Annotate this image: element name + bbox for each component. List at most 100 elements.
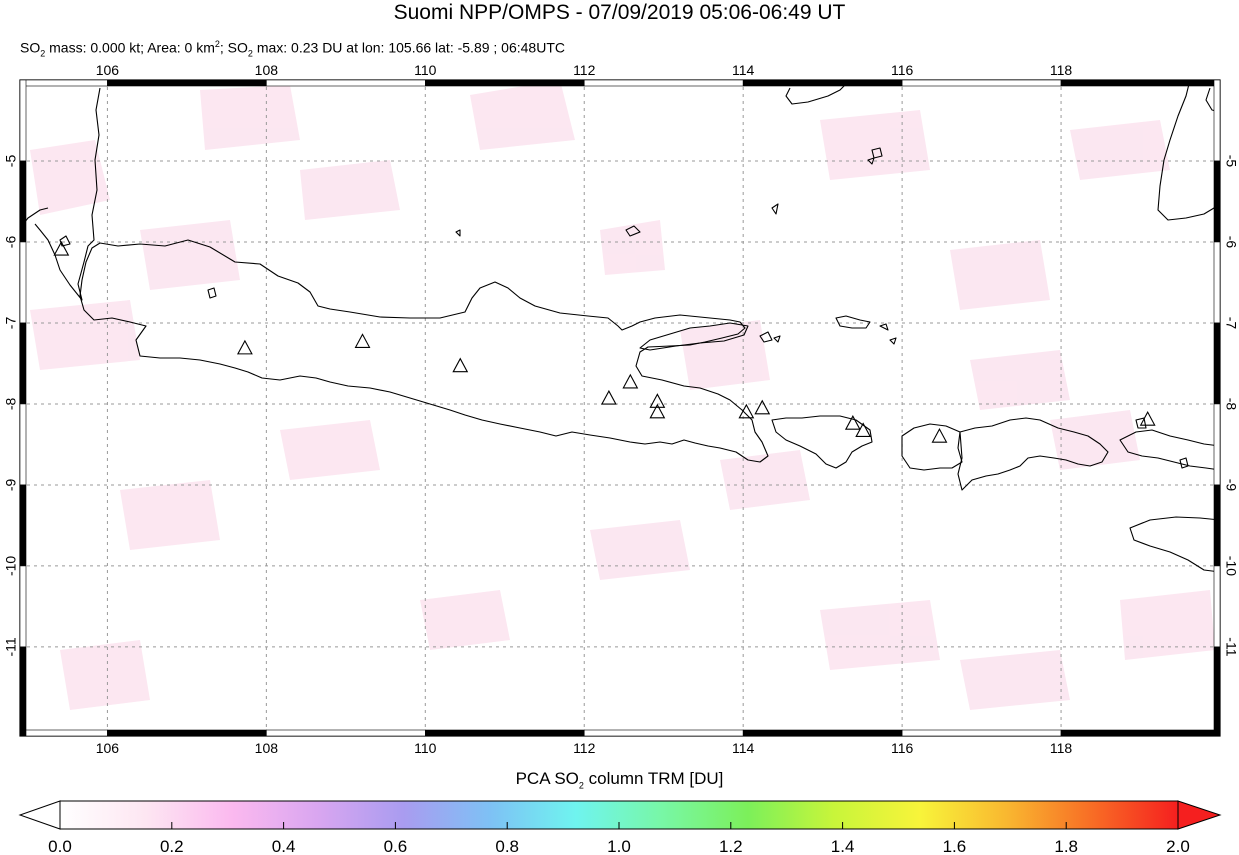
volcano-icon: [600, 389, 617, 405]
volcano-icon: [754, 399, 771, 415]
coast-karimunjawa: [625, 225, 641, 237]
lat-tick-label: -7: [3, 317, 19, 330]
colorbar-tick-label: 1.2: [719, 837, 743, 855]
volcano-icon: [236, 339, 253, 355]
frame-segment: [19, 79, 27, 162]
colorbar-low-arrow: [18, 800, 61, 830]
frame-segment: [107, 729, 267, 737]
frame-segment: [19, 241, 27, 324]
coast-sumba: [1129, 516, 1220, 573]
frame-segment: [583, 729, 744, 737]
frame-segment: [19, 729, 108, 737]
volcano-icon: [354, 333, 371, 348]
lat-tick-label: -11: [1223, 637, 1239, 656]
frame-segment: [19, 79, 108, 87]
frame-segment: [424, 79, 585, 87]
volcano-icon: [452, 357, 469, 373]
lon-tick-label: 118: [1050, 740, 1073, 756]
frame-segment: [19, 403, 27, 486]
lat-tick-label: -7: [1223, 317, 1239, 330]
lon-tick-label: 112: [573, 62, 596, 78]
colorbar-tick-label: 0.8: [495, 837, 519, 855]
colorbar-title: PCA SO2 column TRM [DU]: [515, 769, 724, 791]
lat-tick-label: -5: [1223, 155, 1239, 168]
volcano-icon: [855, 422, 872, 438]
colorbar-tick-label: 2.0: [1166, 837, 1190, 855]
lon-tick-label: 106: [96, 740, 120, 756]
volcano-icon: [1139, 410, 1156, 426]
coast-borneo: [785, 80, 1220, 221]
lat-tick-label: -6: [1223, 236, 1239, 249]
colorbar: 0.0 0.2 0.4 0.6 0.8 1.0 1.2 1.4 1.6 1.8 2.0: [18, 800, 1222, 855]
colorbar-tick-label: 0.0: [48, 837, 72, 855]
lat-tick-label: -9: [3, 479, 19, 492]
lat-labels-right: -5 -6 -7 -8 -9 -10 -11: [1223, 155, 1239, 657]
lat-tick-label: -6: [3, 236, 19, 249]
frame-segment: [19, 484, 27, 567]
lon-tick-label: 110: [414, 62, 437, 78]
frame-segment: [424, 729, 585, 737]
colorbar-tick-label: 1.0: [607, 837, 631, 855]
frame-segment: [1060, 729, 1221, 737]
coast-madura: [639, 322, 749, 351]
lat-labels-left: -5 -6 -7 -8 -9 -10 -11: [3, 155, 19, 657]
lon-tick-label: 116: [891, 740, 914, 756]
frame-segment: [19, 160, 27, 243]
colorbar-high-arrow: [1177, 800, 1222, 830]
frame-segment: [583, 79, 744, 87]
frame-segment: [901, 729, 1062, 737]
volcano-icon: [622, 373, 639, 389]
lat-tick-label: -10: [3, 556, 19, 576]
frame-segment: [1213, 484, 1221, 567]
coast-lombok: [901, 423, 963, 471]
frame-segment: [1213, 160, 1221, 243]
map-title: Suomi NPP/OMPS - 07/09/2019 05:06-06:49 …: [393, 1, 846, 24]
frame-segment: [901, 79, 1062, 87]
lon-tick-label: 110: [414, 740, 437, 756]
frame-segment: [742, 729, 903, 737]
frame-segment: [742, 79, 903, 87]
frame-segment: [1213, 646, 1221, 737]
lon-tick-label: 108: [255, 62, 279, 78]
map-subtitle: SO2 mass: 0.000 kt; Area: 0 km2; SO2 max…: [20, 39, 565, 59]
coast-flores: [1119, 429, 1220, 471]
frame-segment: [19, 646, 27, 737]
frame-segment: [1213, 565, 1221, 648]
so2-field: [30, 80, 1215, 710]
frame-segment: [1213, 322, 1221, 405]
colorbar-tick-label: 0.4: [272, 837, 296, 855]
lat-tick-label: -8: [1223, 398, 1239, 411]
lon-tick-label: 108: [255, 740, 279, 756]
frame-segment: [1060, 79, 1221, 87]
coast-sumbawa: [957, 417, 1109, 491]
lon-labels-top: 106 108 110 112 114 116 118: [96, 62, 1073, 78]
frame-segment: [1213, 403, 1221, 486]
colorbar-tick-label: 0.2: [160, 837, 184, 855]
lat-tick-label: -11: [3, 637, 19, 656]
frame-segment: [19, 565, 27, 648]
frame-segment: [107, 79, 267, 87]
frame-segment: [1213, 79, 1221, 162]
lat-tick-label: -8: [3, 398, 19, 411]
coast-small-islands: [59, 147, 1189, 469]
volcano-icon: [931, 427, 948, 443]
volcano-icon: [649, 393, 666, 408]
lon-tick-label: 112: [573, 740, 596, 756]
frame-segment: [1213, 241, 1221, 324]
coast-kangean: [835, 315, 871, 329]
volcano-icon: [53, 240, 70, 256]
volcano-icon: [649, 403, 666, 419]
lat-tick-label: -10: [1223, 556, 1239, 576]
frame-segment: [19, 322, 27, 405]
colorbar-tick-label: 1.4: [831, 837, 855, 855]
lon-tick-label: 114: [732, 62, 755, 78]
coast-java: [79, 239, 769, 463]
map-grid: [20, 80, 1220, 736]
lon-tick-label: 118: [1050, 62, 1073, 78]
colorbar-tick-label: 1.8: [1054, 837, 1078, 855]
coast-bali: [771, 415, 873, 469]
frame-segment: [266, 79, 426, 87]
map-background: [20, 80, 1220, 736]
lat-tick-label: -9: [1223, 479, 1239, 492]
